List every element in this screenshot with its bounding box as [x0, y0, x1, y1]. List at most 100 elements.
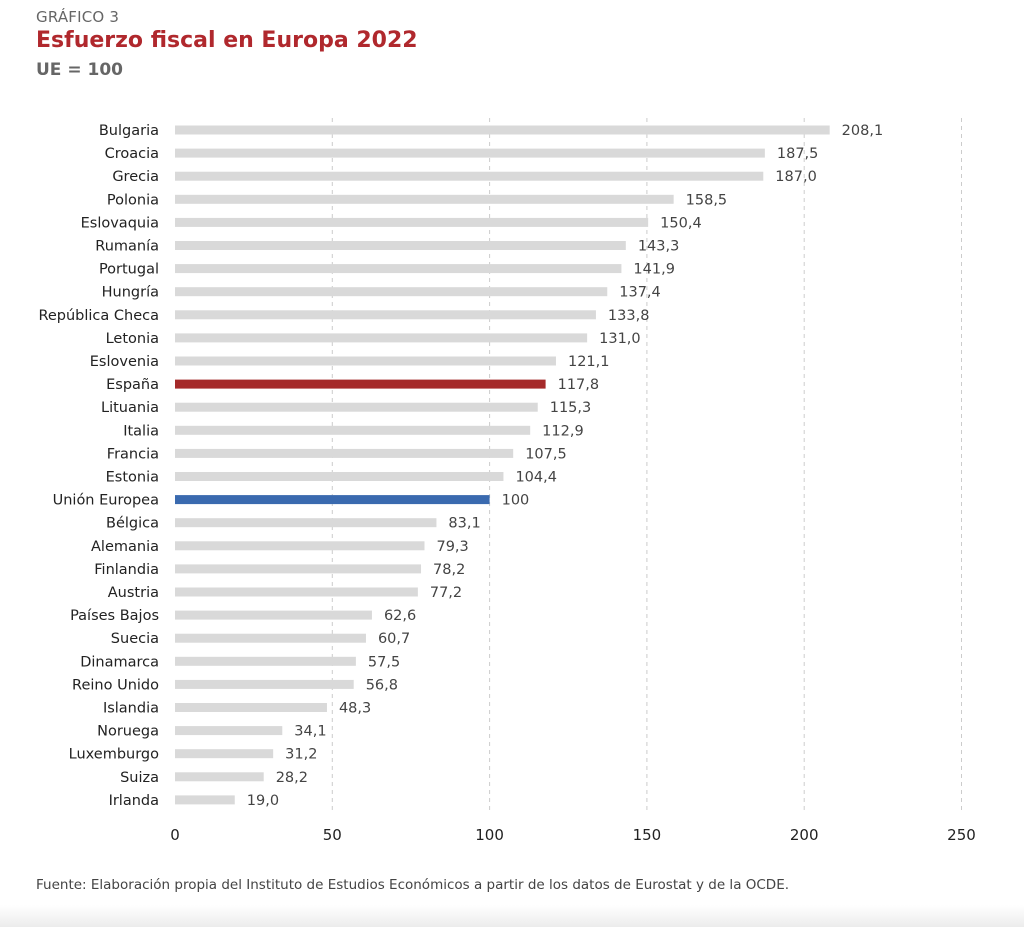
category-label-paises-bajos: Países Bajos — [70, 608, 159, 624]
category-label-suiza: Suiza — [120, 770, 159, 786]
value-label-portugal: 141,9 — [633, 262, 675, 278]
value-label-lituania: 115,3 — [550, 400, 592, 416]
bar-lituania — [175, 402, 538, 412]
category-label-belgica: Bélgica — [106, 516, 159, 532]
category-label-finlandia: Finlandia — [94, 562, 159, 578]
category-label-francia: Francia — [107, 446, 159, 462]
category-label-reino-unido: Reino Unido — [72, 677, 159, 693]
bar-austria — [175, 587, 418, 597]
value-label-hungria: 137,4 — [619, 285, 661, 301]
bar-eslovaquia — [175, 217, 649, 227]
x-tick-50: 50 — [323, 826, 342, 844]
value-label-reino-unido: 56,8 — [366, 677, 398, 693]
category-label-eslovenia: Eslovenia — [90, 354, 159, 370]
value-label-suiza: 28,2 — [276, 770, 308, 786]
x-tick-100: 100 — [475, 826, 504, 844]
category-label-dinamarca: Dinamarca — [80, 654, 159, 670]
bar-suiza — [175, 772, 264, 782]
bar-dinamarca — [175, 656, 356, 666]
category-label-hungria: Hungría — [102, 285, 159, 301]
bar-letonia — [175, 333, 588, 343]
value-label-republica-checa: 133,8 — [608, 308, 650, 324]
bar-paises-bajos — [175, 610, 372, 620]
category-label-noruega: Noruega — [97, 724, 159, 740]
bar-eslovenia — [175, 356, 556, 366]
value-label-estonia: 104,4 — [515, 470, 557, 486]
value-label-finlandia: 78,2 — [433, 562, 465, 578]
bar-republica-checa — [175, 310, 596, 320]
value-label-francia: 107,5 — [525, 446, 567, 462]
category-label-eslovaquia: Eslovaquia — [81, 215, 159, 231]
bar-hungria — [175, 287, 608, 297]
x-tick-150: 150 — [633, 826, 662, 844]
value-label-espana: 117,8 — [558, 377, 600, 393]
value-label-irlanda: 19,0 — [247, 793, 279, 809]
category-label-estonia: Estonia — [106, 470, 159, 486]
bar-bulgaria — [175, 125, 830, 135]
category-label-espana: España — [106, 377, 159, 393]
x-tick-200: 200 — [790, 826, 819, 844]
bars — [175, 125, 830, 805]
chart-subtitle: UE = 100 — [36, 60, 123, 80]
value-labels: 208,1 187,5 187,0 158,5 150,4 143,3 141,9 137,4… — [247, 123, 883, 809]
value-label-grecia: 187,0 — [775, 169, 817, 185]
bar-rumania — [175, 241, 626, 250]
value-label-paises-bajos: 62,6 — [384, 608, 416, 624]
bar-finlandia — [175, 564, 422, 574]
value-label-eslovenia: 121,1 — [568, 354, 610, 370]
bar-espana — [175, 379, 546, 389]
category-label-suecia: Suecia — [111, 631, 159, 647]
value-label-rumania: 143,3 — [638, 239, 680, 255]
bar-polonia — [175, 194, 674, 204]
category-label-croacia: Croacia — [105, 146, 159, 162]
grid-lines — [331, 118, 962, 810]
category-label-irlanda: Irlanda — [109, 793, 159, 809]
chart-title: Esfuerzo fiscal en Europa 2022 — [36, 28, 418, 53]
bar-portugal — [175, 264, 622, 274]
bar-belgica — [175, 518, 437, 528]
category-label-polonia: Polonia — [107, 192, 159, 208]
value-label-croacia: 187,5 — [777, 146, 819, 162]
value-label-islandia: 48,3 — [339, 701, 371, 717]
category-label-islandia: Islandia — [103, 701, 159, 717]
category-label-portugal: Portugal — [99, 262, 159, 278]
bar-noruega — [175, 726, 283, 736]
category-labels: Bulgaria Croacia Grecia Polonia Eslovaquia Ru… — [38, 123, 159, 809]
bar-reino-unido — [175, 679, 354, 689]
value-label-polonia: 158,5 — [686, 192, 728, 208]
category-label-luxemburgo: Luxemburgo — [69, 747, 159, 763]
bar-italia — [175, 425, 531, 435]
source-note: Fuente: Elaboración propia del Instituto… — [36, 877, 790, 893]
category-label-alemania: Alemania — [91, 539, 159, 555]
value-label-luxemburgo: 31,2 — [285, 747, 317, 763]
bar-estonia — [175, 472, 504, 481]
value-label-belgica: 83,1 — [448, 516, 480, 532]
value-label-noruega: 34,1 — [294, 724, 326, 740]
bar-luxemburgo — [175, 749, 274, 759]
category-label-austria: Austria — [108, 585, 159, 601]
category-label-republica-checa: República Checa — [38, 308, 159, 324]
bar-croacia — [175, 148, 765, 158]
value-label-eslovaquia: 150,4 — [660, 215, 702, 231]
value-label-alemania: 79,3 — [436, 539, 468, 555]
bar-irlanda — [175, 795, 235, 805]
bar-alemania — [175, 541, 425, 551]
category-label-italia: Italia — [123, 423, 159, 439]
value-label-dinamarca: 57,5 — [368, 654, 400, 670]
bar-union-europea — [175, 495, 490, 505]
bar-chart: Bulgaria Croacia Grecia Polonia Eslovaquia Ru… — [38, 118, 976, 844]
value-label-letonia: 131,0 — [599, 331, 641, 347]
bar-suecia — [175, 633, 366, 643]
bar-islandia — [175, 703, 327, 712]
value-label-austria: 77,2 — [430, 585, 462, 601]
bar-francia — [175, 448, 514, 458]
bar-grecia — [175, 171, 764, 181]
x-tick-0: 0 — [170, 826, 180, 844]
category-label-grecia: Grecia — [112, 169, 159, 185]
bottom-fade — [0, 905, 1024, 927]
category-label-lituania: Lituania — [101, 400, 159, 416]
x-axis-ticks: 0 50 100 150 200 250 — [170, 826, 976, 844]
value-label-italia: 112,9 — [542, 423, 584, 439]
value-label-bulgaria: 208,1 — [842, 123, 884, 139]
category-label-rumania: Rumanía — [95, 239, 159, 255]
